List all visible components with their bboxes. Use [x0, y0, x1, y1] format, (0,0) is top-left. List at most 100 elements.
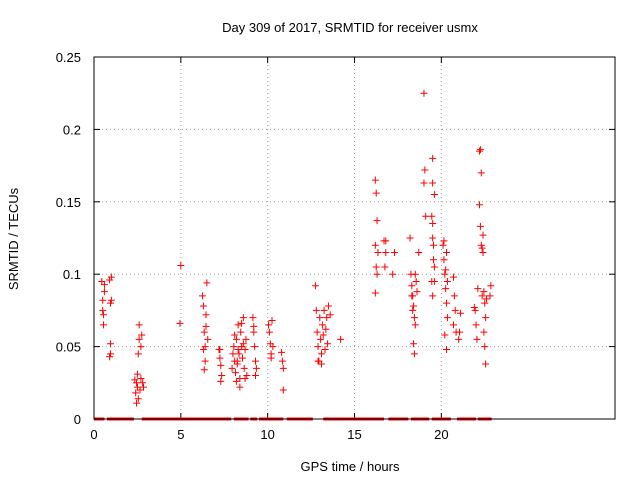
data-point	[451, 306, 459, 314]
data-point	[481, 343, 489, 351]
data-point	[440, 237, 448, 245]
data-point	[413, 288, 421, 296]
data-point	[410, 314, 418, 322]
data-point	[229, 350, 237, 358]
data-point	[443, 314, 451, 322]
data-point	[234, 321, 242, 329]
data-point	[390, 248, 398, 256]
data-point	[474, 285, 482, 293]
data-point	[135, 321, 143, 329]
data-point	[176, 319, 184, 327]
data-point	[139, 383, 147, 391]
data-point	[243, 372, 251, 380]
data-point	[482, 295, 490, 303]
data-point	[443, 277, 451, 285]
data-point	[267, 354, 275, 362]
data-point	[232, 377, 240, 385]
data-point	[268, 317, 276, 325]
data-point	[477, 241, 485, 249]
data-point	[428, 212, 436, 220]
data-point	[428, 277, 436, 285]
data-point	[230, 343, 238, 351]
data-point	[412, 277, 420, 285]
data-point	[201, 343, 209, 351]
data-point	[218, 372, 226, 380]
data-point	[133, 379, 141, 387]
data-point	[107, 273, 115, 281]
data-point	[382, 237, 390, 245]
y-tick-label: 0.05	[56, 340, 81, 355]
data-point	[313, 328, 321, 336]
data-point	[471, 306, 479, 314]
data-point	[228, 364, 236, 372]
data-point	[456, 309, 464, 317]
data-point	[312, 306, 320, 314]
data-point	[478, 292, 486, 300]
data-point	[133, 370, 141, 378]
data-point	[133, 399, 141, 407]
data-point	[216, 345, 224, 353]
data-point	[429, 220, 437, 228]
x-tick-label: 10	[260, 427, 274, 442]
data-point	[450, 292, 458, 300]
data-point	[406, 234, 414, 242]
data-point	[479, 248, 487, 256]
data-point	[372, 189, 380, 197]
data-point	[430, 191, 438, 199]
data-point	[478, 244, 486, 252]
data-point	[456, 328, 464, 336]
data-point	[477, 169, 485, 177]
data-point	[278, 348, 286, 356]
data-point	[421, 166, 429, 174]
data-point	[200, 328, 208, 336]
data-point	[238, 343, 246, 351]
data-point	[429, 292, 437, 300]
data-point	[279, 386, 287, 394]
data-point	[326, 311, 334, 319]
data-point	[217, 377, 225, 385]
data-point	[100, 280, 108, 288]
y-tick-label: 0.1	[63, 267, 81, 282]
data-point	[217, 361, 225, 369]
data-point	[138, 331, 146, 339]
data-point	[202, 311, 210, 319]
y-tick-label: 0.2	[63, 122, 81, 137]
data-point	[134, 395, 142, 403]
data-point	[442, 285, 450, 293]
data-point	[442, 266, 450, 274]
data-point	[237, 328, 245, 336]
data-point	[473, 335, 481, 343]
data-point	[203, 279, 211, 287]
data-point	[441, 331, 449, 339]
data-point	[232, 369, 240, 377]
data-point	[106, 350, 114, 358]
data-point	[443, 248, 451, 256]
data-point	[371, 241, 379, 249]
data-point	[131, 376, 139, 384]
data-point	[439, 241, 447, 249]
data-point	[430, 241, 438, 249]
data-point	[476, 222, 484, 230]
data-point	[449, 321, 457, 329]
data-points	[98, 89, 495, 407]
data-point	[238, 354, 246, 362]
data-point	[232, 335, 240, 343]
data-point	[100, 288, 108, 296]
data-point	[420, 89, 428, 97]
data-point	[482, 314, 490, 322]
data-point	[236, 383, 244, 391]
data-point	[279, 364, 287, 372]
data-point	[430, 263, 438, 271]
data-point	[106, 299, 114, 307]
data-point	[311, 282, 319, 290]
x-tick-label: 20	[434, 427, 448, 442]
data-point	[420, 179, 428, 187]
data-point	[265, 321, 273, 329]
data-point	[410, 340, 418, 348]
data-point	[233, 357, 241, 365]
data-point	[100, 311, 108, 319]
data-point	[371, 289, 379, 297]
data-point	[249, 314, 257, 322]
data-point	[106, 340, 114, 348]
